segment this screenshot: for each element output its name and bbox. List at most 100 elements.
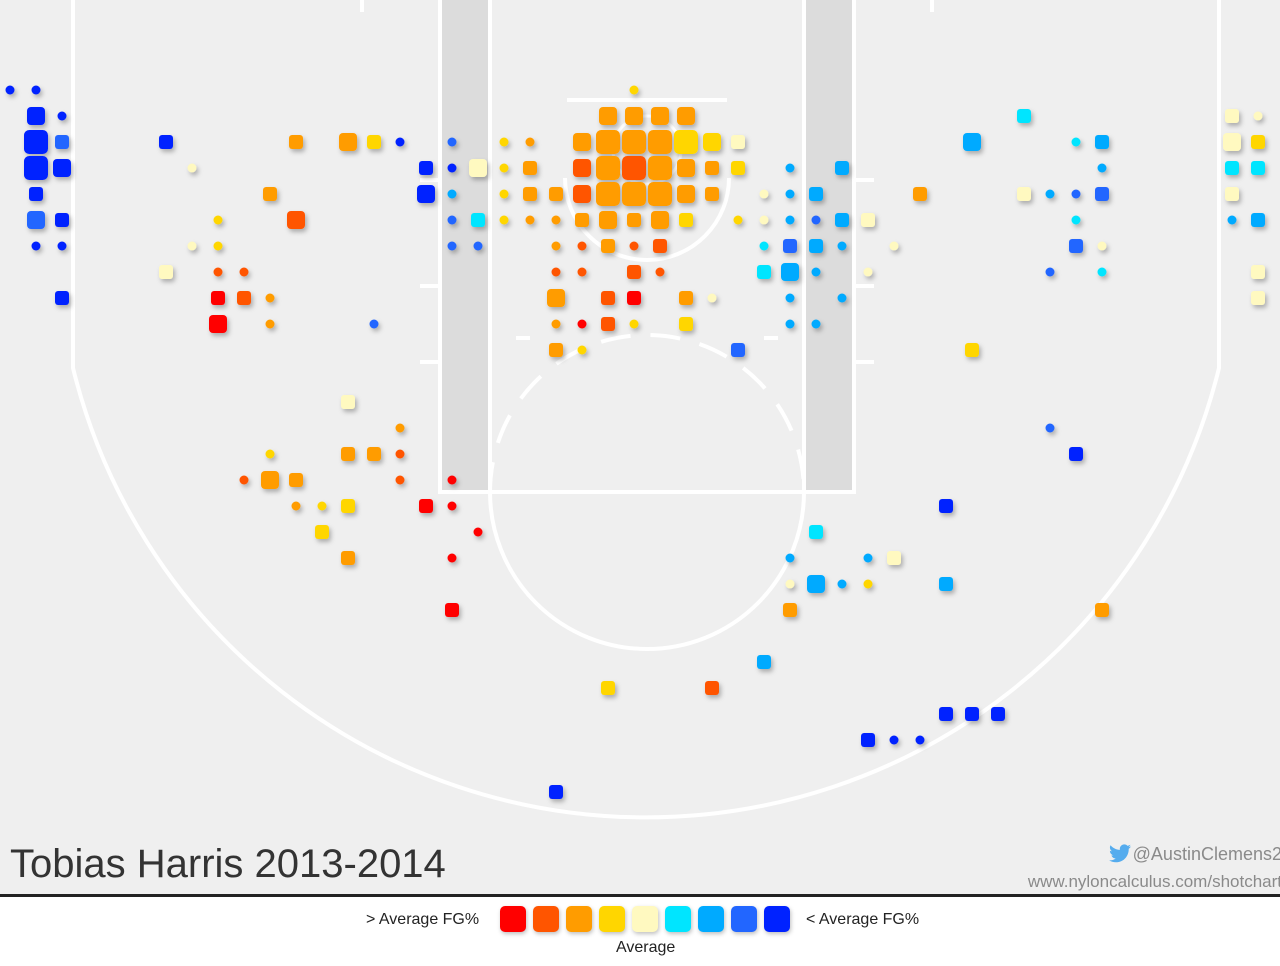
shot-marker (447, 137, 457, 147)
shot-marker (679, 213, 693, 227)
shot-marker (785, 163, 795, 173)
shot-marker (445, 603, 459, 617)
shot-marker (447, 241, 457, 251)
shot-marker (674, 130, 698, 154)
shot-marker (629, 319, 639, 329)
shot-marker (596, 182, 620, 206)
shot-marker (705, 187, 719, 201)
shot-marker (419, 499, 433, 513)
shot-marker (599, 211, 617, 229)
shot-marker (629, 85, 639, 95)
shot-marker (705, 161, 719, 175)
shot-marker (31, 85, 41, 95)
shot-marker (447, 163, 457, 173)
shot-marker (1223, 133, 1241, 151)
shot-marker (577, 267, 587, 277)
shot-marker (159, 265, 173, 279)
shot-marker (622, 182, 646, 206)
shot-marker (237, 291, 251, 305)
shot-marker (367, 135, 381, 149)
shot-marker (213, 241, 223, 251)
court-lines (71, 0, 1221, 820)
shot-marker (24, 130, 48, 154)
shot-marker (159, 135, 173, 149)
shot-marker (525, 215, 535, 225)
shot-marker (601, 239, 615, 253)
shot-marker (447, 501, 457, 511)
twitter-credit[interactable]: @AustinClemens2 (1108, 844, 1280, 865)
shot-marker (55, 291, 69, 305)
shot-chart: Tobias Harris 2013-2014 @AustinClemens2 … (0, 0, 1280, 896)
shot-marker (187, 241, 197, 251)
legend-high-label: > Average FG% (366, 911, 480, 928)
shot-marker (809, 187, 823, 201)
shot-marker (469, 159, 487, 177)
shot-marker (265, 293, 275, 303)
shot-marker (622, 156, 646, 180)
shot-marker (1071, 215, 1081, 225)
legend-low-label: < Average FG% (806, 911, 920, 928)
shot-marker (596, 156, 620, 180)
shot-marker (991, 707, 1005, 721)
shot-marker (24, 156, 48, 180)
shot-marker (599, 107, 617, 125)
shot-marker (939, 707, 953, 721)
shot-marker (835, 213, 849, 227)
shot-marker (759, 189, 769, 199)
shot-marker (783, 239, 797, 253)
shot-marker (549, 785, 563, 799)
shot-marker (655, 267, 665, 277)
legend-swatch (632, 906, 658, 932)
shot-marker (27, 107, 45, 125)
shot-marker (317, 501, 327, 511)
shot-marker (811, 319, 821, 329)
shot-marker (551, 267, 561, 277)
shot-marker (707, 293, 717, 303)
shot-marker (1225, 161, 1239, 175)
shot-marker (573, 133, 591, 151)
shot-marker (287, 211, 305, 229)
shot-marker (369, 319, 379, 329)
shot-marker (648, 182, 672, 206)
shot-marker (1227, 215, 1237, 225)
shot-marker (863, 579, 873, 589)
legend-swatch (500, 906, 526, 932)
shot-marker (577, 345, 587, 355)
shot-marker (577, 319, 587, 329)
shot-marker (1017, 109, 1031, 123)
chart-title: Tobias Harris 2013-2014 (10, 842, 446, 886)
shot-marker (209, 315, 227, 333)
shot-marker (783, 603, 797, 617)
shot-marker (601, 291, 615, 305)
website-link[interactable]: www.nyloncalculus.com/shotchart (1027, 872, 1280, 891)
shot-marker (1095, 187, 1109, 201)
shot-marker (1017, 187, 1031, 201)
shot-marker (547, 289, 565, 307)
shot-marker (781, 263, 799, 281)
legend-swatch (665, 906, 691, 932)
shot-marker (861, 733, 875, 747)
shot-marker (1045, 267, 1055, 277)
shot-marker (785, 579, 795, 589)
shot-marker (939, 499, 953, 513)
three-point-line (71, 0, 1221, 820)
shot-marker (551, 241, 561, 251)
shot-marker (289, 473, 303, 487)
shot-marker (395, 137, 405, 147)
shot-marker (211, 291, 225, 305)
shot-marker (573, 185, 591, 203)
shot-marker (499, 137, 509, 147)
shot-marker (265, 319, 275, 329)
shot-marker (863, 553, 873, 563)
shot-marker (1097, 241, 1107, 251)
shot-marker (341, 551, 355, 565)
shot-marker (889, 735, 899, 745)
free-throw-circle-bottom (488, 491, 806, 651)
shot-marker (837, 241, 847, 251)
twitter-handle: @AustinClemens2 (1132, 844, 1280, 864)
shot-marker (573, 159, 591, 177)
shot-marker (731, 135, 745, 149)
shot-marker (785, 319, 795, 329)
shot-marker (629, 241, 639, 251)
shot-marker (525, 137, 535, 147)
